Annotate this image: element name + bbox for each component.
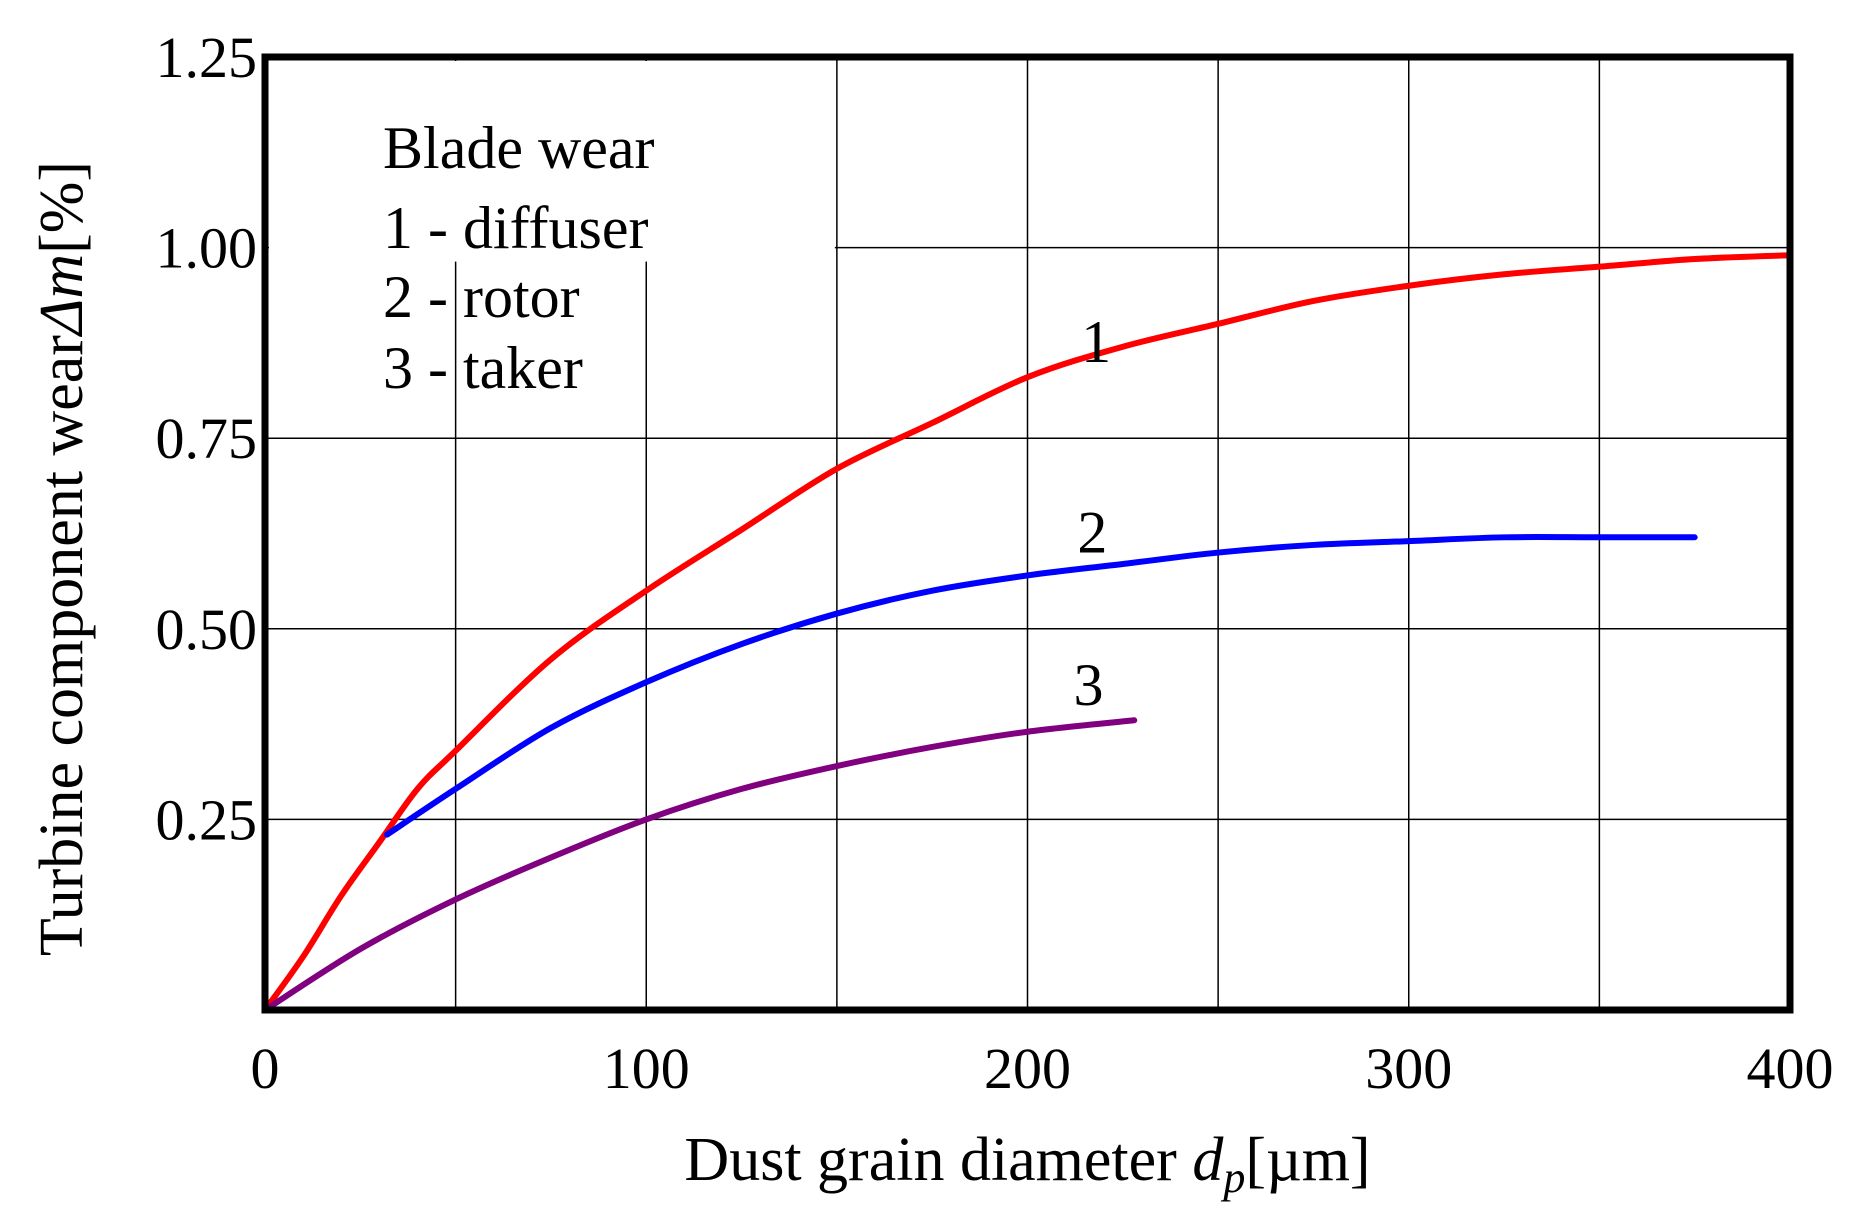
x-tick-label: 200: [984, 1036, 1071, 1101]
legend-background: [269, 61, 835, 262]
y-axis-label-unit: [%]: [28, 161, 96, 254]
series-layer: [262, 252, 1793, 1013]
y-tick-label: 1.00: [156, 216, 258, 281]
x-tick-label: 400: [1747, 1036, 1834, 1101]
series-line-3: [262, 717, 1138, 1013]
curve-labels: 1 2 3: [1074, 309, 1112, 718]
curve-label-1: 1: [1081, 309, 1111, 375]
x-axis-label: Dust grain diameter dp[µm]: [684, 1126, 1370, 1202]
legend-entry-taker: 3 - taker: [383, 335, 583, 401]
legend-title: Blade wear: [383, 115, 655, 181]
curve-label-3: 3: [1074, 652, 1104, 718]
legend-entry-rotor: 2 - rotor: [383, 264, 580, 330]
y-tick-label: 0.50: [156, 597, 258, 662]
legend: Blade wear 1 - diffuser 2 - rotor 3 - ta…: [383, 115, 655, 401]
x-tick-label: 100: [603, 1036, 690, 1101]
curve-label-2: 2: [1077, 500, 1107, 566]
y-tick-label: 0.25: [156, 787, 258, 852]
y-tick-label: 1.25: [156, 25, 258, 90]
x-tick-label: 300: [1365, 1036, 1452, 1101]
plot-frame: [261, 53, 1794, 1014]
y-axis-label-var: Δm: [28, 254, 96, 338]
y-axis-label-main: Turbine component wear: [28, 335, 96, 956]
x-axis-label-main: Dust grain diameter: [684, 1126, 1192, 1194]
x-tick-labels: 0 100 200 300 400: [251, 1036, 1834, 1101]
x-axis-label-unit: [µm]: [1245, 1126, 1370, 1194]
y-tick-label: 0.75: [156, 406, 258, 471]
legend-entry-diffuser: 1 - diffuser: [383, 195, 649, 261]
series-line-2: [384, 534, 1698, 838]
x-axis-label-sub: p: [1220, 1153, 1245, 1202]
y-axis-label: Turbine component wearΔm[%]: [28, 161, 96, 956]
x-tick-label: 0: [251, 1036, 280, 1101]
y-tick-labels: 0.25 0.50 0.75 1.00 1.25: [156, 25, 258, 852]
series-line-1: [262, 252, 1793, 1013]
x-axis-label-var: d: [1192, 1126, 1224, 1194]
